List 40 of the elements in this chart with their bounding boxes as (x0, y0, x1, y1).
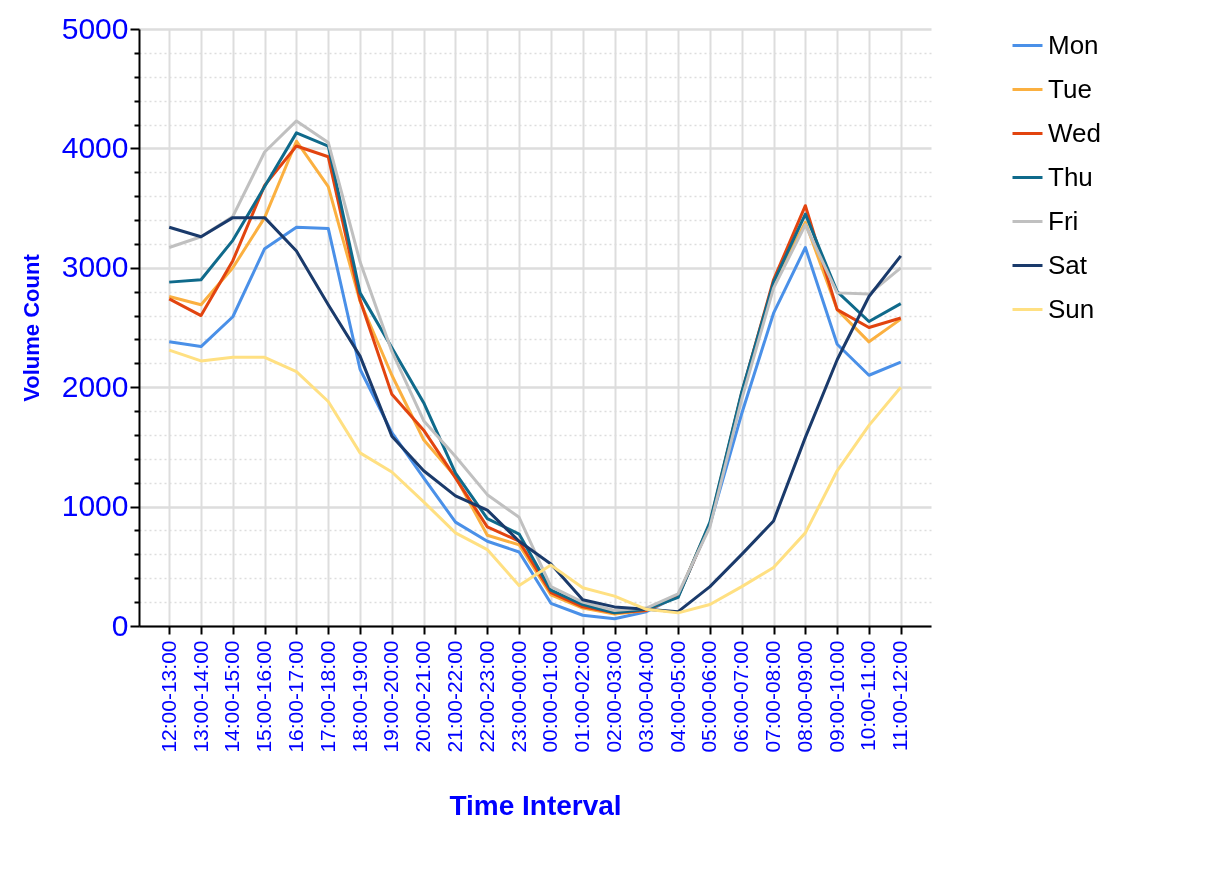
x-tick-label: 02:00-03:00 (602, 640, 626, 753)
y-tick-label: 1000 (61, 489, 129, 523)
legend-label: Thu (1048, 161, 1093, 192)
x-tick-label: 15:00-16:00 (252, 640, 276, 753)
legend-label: Tue (1048, 73, 1092, 104)
x-tick-label: 19:00-20:00 (379, 640, 403, 753)
y-tick-label: 3000 (61, 250, 129, 284)
legend-label: Sat (1048, 249, 1088, 280)
x-tick-label: 11:00-12:00 (888, 640, 912, 752)
x-tick-label: 14:00-15:00 (220, 640, 244, 753)
legend-label: Wed (1048, 117, 1101, 148)
x-tick-label: 08:00-09:00 (792, 640, 816, 753)
x-tick-label: 16:00-17:00 (283, 640, 307, 753)
y-tick-label: 2000 (61, 369, 129, 403)
x-tick-label: 20:00-21:00 (411, 640, 435, 753)
y-axis-title: Volume Count (18, 253, 44, 402)
x-tick-label: 06:00-07:00 (729, 640, 753, 753)
y-tick-label: 0 (111, 608, 129, 642)
x-tick-label: 18:00-19:00 (347, 640, 371, 753)
x-tick-label: 09:00-10:00 (824, 640, 848, 753)
x-tick-label: 00:00-01:00 (538, 640, 562, 753)
x-tick-label: 01:00-02:00 (570, 640, 594, 753)
x-tick-label: 12:00-13:00 (156, 640, 180, 753)
x-tick-label: 10:00-11:00 (856, 640, 880, 752)
x-tick-label: 17:00-18:00 (315, 640, 339, 753)
x-tick-label: 04:00-05:00 (665, 640, 689, 753)
x-tick-label: 21:00-22:00 (442, 640, 466, 753)
y-tick-label: 4000 (61, 130, 129, 164)
x-tick-label: 23:00-00:00 (506, 640, 530, 753)
y-tick-label: 5000 (61, 11, 129, 45)
legend-label: Mon (1048, 29, 1099, 60)
legend-label: Sun (1048, 293, 1095, 324)
x-axis-title: Time Interval (449, 789, 622, 821)
x-tick-label: 03:00-04:00 (633, 640, 657, 753)
x-tick-label: 13:00-14:00 (188, 640, 212, 753)
x-tick-label: 07:00-08:00 (761, 640, 785, 753)
x-tick-label: 22:00-23:00 (474, 640, 498, 753)
legend-label: Fri (1048, 205, 1079, 236)
x-tick-label: 05:00-06:00 (697, 640, 721, 753)
line-series (167, 348, 903, 615)
